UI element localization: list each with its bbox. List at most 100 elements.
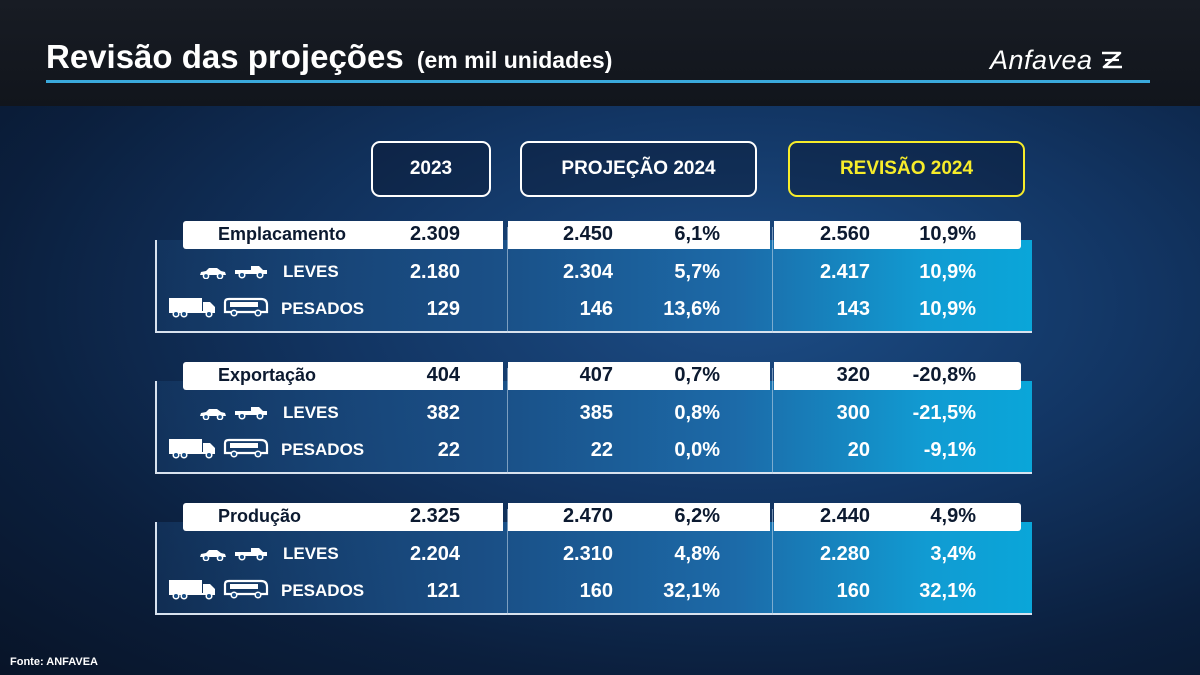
total-projecao-pct: 6,2%: [674, 505, 720, 527]
column-divider: [772, 368, 773, 474]
pesados-projecao-pct: 13,6%: [663, 298, 720, 320]
leves-label: LEVES: [283, 403, 339, 422]
anfavea-logo-icon: [1101, 51, 1122, 69]
leves-revisao: 300: [836, 402, 870, 424]
total-revisao: 2.560: [819, 223, 870, 245]
pesados-vehicle-icons: [168, 296, 269, 323]
title-subtitle: (em mil unidades): [416, 47, 613, 73]
anfavea-logo: Anfavea: [990, 44, 1125, 76]
section-block: [155, 381, 1032, 474]
section-total-row: [183, 503, 503, 531]
column-divider: [507, 368, 508, 474]
truck-icon: [168, 296, 218, 323]
section-total-row: [183, 221, 503, 249]
truck-icon: [168, 578, 218, 605]
leves-label: LEVES: [283, 544, 339, 563]
pickup-icon: [233, 545, 269, 566]
bus-icon: [223, 578, 269, 605]
leves-revisao: 2.417: [819, 261, 870, 283]
total-projecao: 2.470: [562, 505, 613, 527]
leves-projecao-pct: 4,8%: [674, 543, 720, 565]
pesados-2023: 22: [437, 439, 460, 461]
leves-2023: 2.180: [409, 261, 460, 283]
leves-vehicle-icons: [198, 545, 269, 566]
leves-projecao-pct: 5,7%: [674, 261, 720, 283]
pesados-revisao-pct: 10,9%: [919, 298, 976, 320]
pesados-label: PESADOS: [281, 440, 365, 459]
car-icon: [198, 406, 228, 425]
total-projecao-pct: 6,1%: [674, 223, 720, 245]
total-projecao: 2.450: [562, 223, 613, 245]
section-total-row: [183, 362, 503, 390]
car-icon: [198, 265, 228, 284]
pickup-icon: [233, 404, 269, 425]
leves-projecao: 2.310: [562, 543, 613, 565]
total-revisao: 320: [836, 364, 870, 386]
pesados-vehicle-icons: [168, 437, 269, 464]
section-block: [155, 240, 1032, 333]
section-label: Produção: [218, 506, 302, 526]
pesados-projecao-pct: 32,1%: [663, 580, 720, 602]
pesados-2023: 121: [426, 580, 460, 602]
column-divider: [507, 509, 508, 615]
section-total-row: [774, 362, 1021, 390]
truck-icon: [168, 437, 218, 464]
total-2023: 2.325: [409, 505, 460, 527]
leves-revisao-pct: -21,5%: [912, 402, 976, 424]
pesados-2023: 129: [426, 298, 460, 320]
leves-vehicle-icons: [198, 404, 269, 425]
total-revisao-pct: -20,8%: [912, 364, 976, 386]
leves-projecao: 2.304: [562, 261, 613, 283]
total-projecao: 407: [579, 364, 613, 386]
source-note: Fonte: ANFAVEA: [10, 656, 98, 668]
pesados-label: PESADOS: [281, 299, 365, 318]
pesados-revisao-pct: 32,1%: [919, 580, 976, 602]
top-bar: [0, 0, 1200, 106]
leves-2023: 2.204: [409, 543, 460, 565]
column-header-projecao-2024: PROJEÇÃO 2024: [520, 141, 757, 197]
leves-projecao-pct: 0,8%: [674, 402, 720, 424]
section-label: Emplacamento: [218, 224, 347, 244]
pickup-icon: [233, 263, 269, 284]
section-block: [155, 522, 1032, 615]
column-divider: [772, 227, 773, 333]
bus-icon: [223, 437, 269, 464]
total-revisao: 2.440: [819, 505, 870, 527]
pesados-revisao: 20: [847, 439, 870, 461]
leves-label: LEVES: [283, 262, 339, 281]
leves-revisao-pct: 3,4%: [930, 543, 976, 565]
pesados-revisao-pct: -9,1%: [923, 439, 976, 461]
leves-revisao: 2.280: [819, 543, 870, 565]
total-revisao-pct: 10,9%: [919, 223, 976, 245]
leves-vehicle-icons: [198, 263, 269, 284]
section-total-row: [508, 221, 770, 249]
leves-2023: 382: [426, 402, 460, 424]
pesados-revisao: 160: [836, 580, 870, 602]
pesados-projecao: 146: [579, 298, 613, 320]
pesados-projecao-pct: 0,0%: [674, 439, 720, 461]
section-total-row: [508, 362, 770, 390]
column-divider: [507, 227, 508, 333]
car-icon: [198, 547, 228, 566]
total-2023: 2.309: [409, 223, 460, 245]
total-2023: 404: [426, 364, 460, 386]
section-total-row: [774, 503, 1021, 531]
column-header-revisao-2024: REVISÃO 2024: [788, 141, 1025, 197]
total-revisao-pct: 4,9%: [930, 505, 976, 527]
pesados-projecao: 160: [579, 580, 613, 602]
pesados-vehicle-icons: [168, 578, 269, 605]
pesados-revisao: 143: [836, 298, 870, 320]
pesados-projecao: 22: [590, 439, 613, 461]
column-divider: [772, 509, 773, 615]
logo-text: Anfavea: [990, 44, 1093, 75]
section-total-row: [774, 221, 1021, 249]
title-text: Revisão das projeções: [46, 38, 404, 75]
title-underline: [46, 80, 1150, 83]
column-header-2023: 2023: [371, 141, 491, 197]
leves-projecao: 385: [579, 402, 613, 424]
section-label: Exportação: [218, 365, 317, 385]
section-total-row: [508, 503, 770, 531]
pesados-label: PESADOS: [281, 581, 365, 600]
leves-revisao-pct: 10,9%: [919, 261, 976, 283]
page-title: Revisão das projeções (em mil unidades): [46, 38, 612, 76]
